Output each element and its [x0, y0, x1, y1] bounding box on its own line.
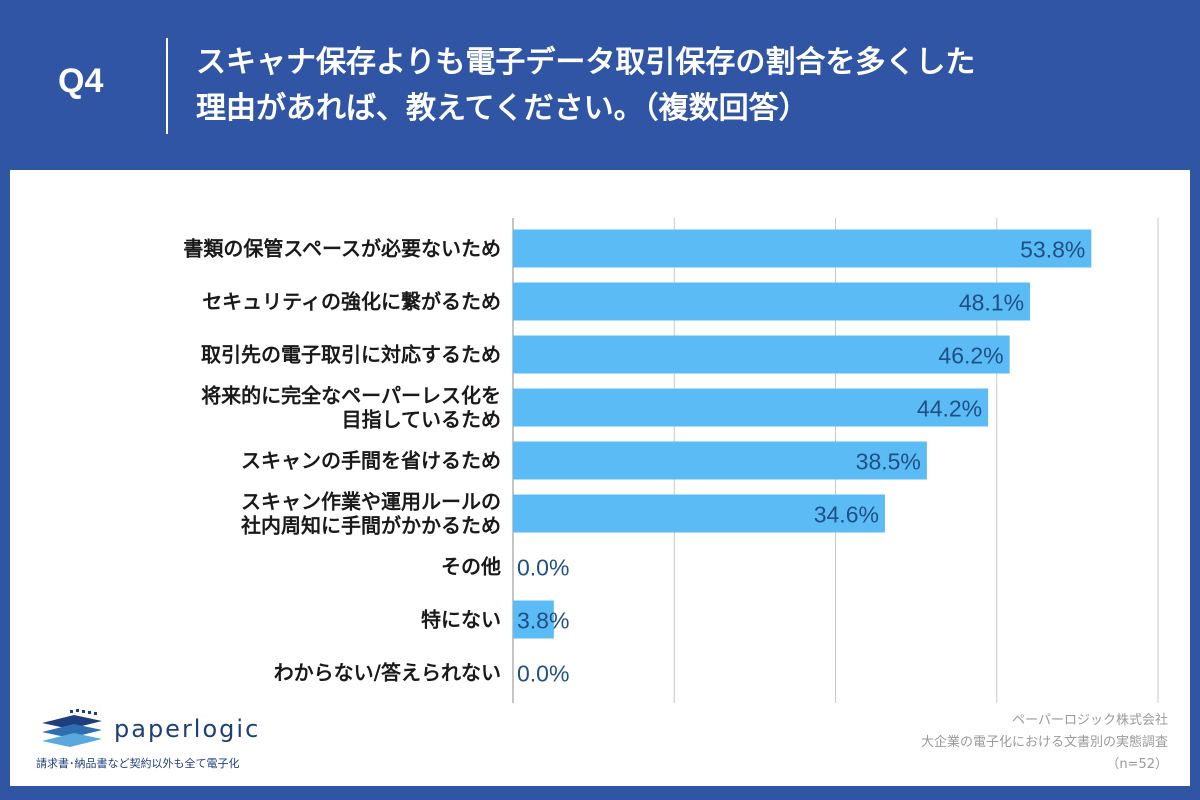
value-label: 38.5%: [856, 449, 921, 475]
logo-wordmark: paperlogic: [114, 715, 261, 743]
category-label: スキャンの手間を省けるため: [241, 449, 501, 473]
header-banner: Q4 スキャナ保存よりも電子データ取引保存の割合を多くした 理由があれば、教えて…: [0, 0, 1200, 170]
logo-tagline: 請求書･納品書など契約以外も全て電子化: [36, 757, 240, 770]
value-label: 0.0%: [517, 661, 569, 687]
question-title-line2: 理由があれば、教えてください。（複数回答）: [196, 91, 809, 126]
chart-panel: 書類の保管スペースが必要ないため 53.8% セキュリティの強化に繋がるため 48.1…: [10, 170, 1190, 786]
bar: [513, 388, 989, 427]
category-label: 特にない: [421, 608, 501, 632]
question-title-line1: スキャナ保存よりも電子データ取引保存の割合を多くした: [196, 45, 976, 80]
category-label: 取引先の電子取引に対応するため: [201, 343, 501, 367]
bar: [513, 441, 927, 480]
bar: [513, 282, 1031, 321]
value-label: 53.8%: [1020, 237, 1085, 263]
paperlogic-logo: paperlogic 請求書･納品書など契約以外も全て電子化: [36, 705, 336, 775]
bar: [513, 600, 554, 639]
credit-company: ペーパーロジック株式会社: [1012, 713, 1168, 728]
category-label: 書類の保管スペースが必要ないため: [183, 237, 501, 261]
value-label: 3.8%: [517, 608, 569, 634]
bar: [513, 335, 1010, 374]
value-label: 48.1%: [959, 290, 1024, 316]
category-label: わからない/答えられない: [274, 661, 501, 685]
value-label: 0.0%: [517, 555, 569, 581]
credit-survey: 大企業の電子化における文書別の実態調査: [920, 735, 1168, 750]
question-number: Q4: [58, 62, 104, 100]
header-divider: [166, 38, 168, 134]
bar-chart: 書類の保管スペースが必要ないため 53.8% セキュリティの強化に繋がるため 48.1…: [183, 218, 1159, 703]
category-label: セキュリティの強化に繋がるため: [202, 290, 501, 314]
category-label: その他: [441, 555, 501, 579]
source-credit: ペーパーロジック株式会社 大企業の電子化における文書別の実態調査 （n=52）: [921, 710, 1168, 776]
bar: [513, 494, 885, 533]
category-label: 将来的に完全なペーパーレス化を目指しているため: [201, 384, 501, 432]
value-label: 46.2%: [938, 343, 1003, 369]
paperlogic-logo-icon: [42, 709, 102, 747]
category-label: スキャン作業や運用ルールの社内周知に手間がかかるため: [240, 490, 501, 538]
value-label: 34.6%: [814, 502, 879, 528]
value-label: 44.2%: [917, 396, 982, 422]
bar: [513, 229, 1092, 268]
question-title: スキャナ保存よりも電子データ取引保存の割合を多くした 理由があれば、教えてくださ…: [196, 40, 1156, 132]
credit-sample: （n=52）: [1106, 757, 1168, 772]
